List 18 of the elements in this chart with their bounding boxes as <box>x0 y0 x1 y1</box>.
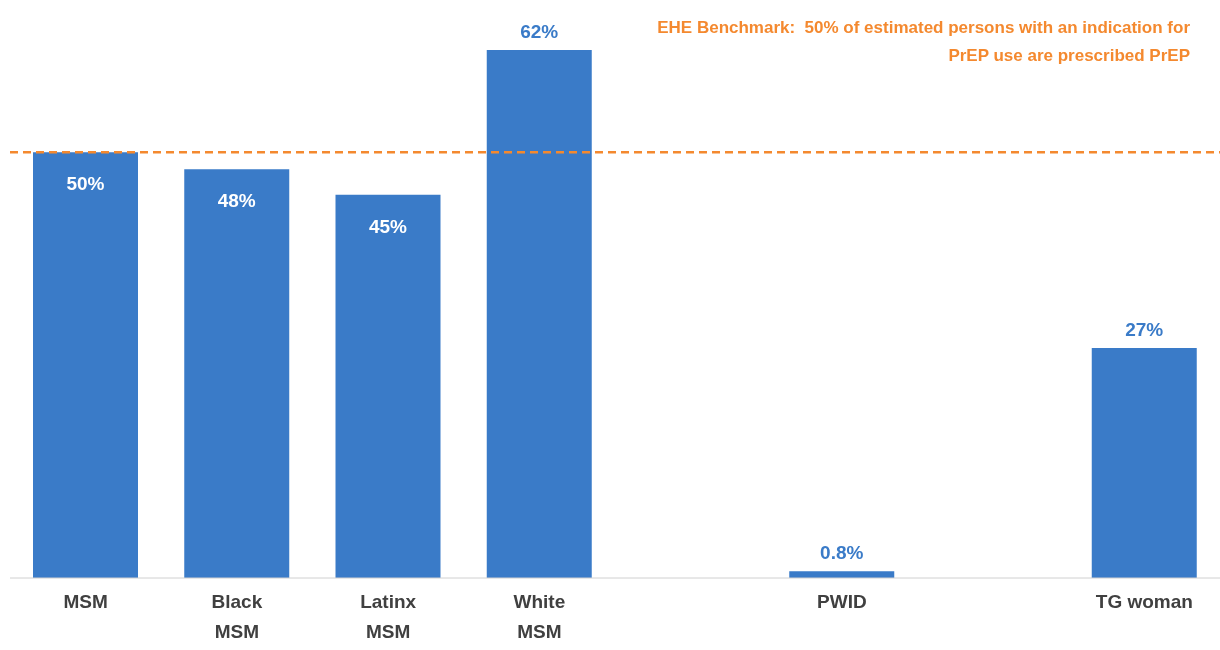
x-tick-label: Black MSM <box>211 591 263 642</box>
data-label: 62% <box>520 21 559 42</box>
bar <box>1091 348 1197 578</box>
data-label: 27% <box>1125 319 1164 341</box>
data-label: 45% <box>368 215 408 237</box>
bar <box>335 194 441 578</box>
data-label: 50% <box>66 173 105 195</box>
data-label: 0.8% <box>820 542 864 564</box>
x-tick-label: TG woman <box>1095 591 1193 612</box>
ref-line-label: EHE Benchmark: 50% of estimated persons with an indication for PrEP use are prescribed PrEP <box>656 17 1190 67</box>
bar <box>33 152 138 578</box>
bar <box>486 50 592 578</box>
x-tick-label: White MSM <box>513 591 566 642</box>
x-tick-label: PWID <box>817 591 867 612</box>
x-tick-label: MSM <box>63 591 108 612</box>
data-label: 48% <box>217 190 256 212</box>
x-tick-label: Latinx MSM <box>360 591 417 642</box>
bar <box>184 169 290 578</box>
